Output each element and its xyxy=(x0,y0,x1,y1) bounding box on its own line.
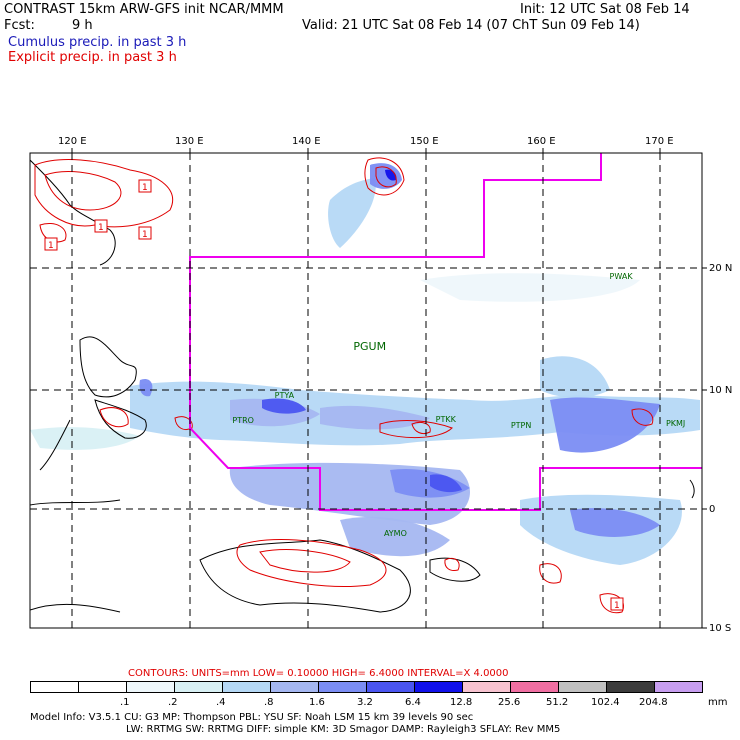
colorbar-tick-label: .8 xyxy=(264,697,274,708)
colorbar-tick-label: 12.8 xyxy=(450,697,473,708)
colorbar-tick-label: .4 xyxy=(216,697,226,708)
station-label-pwak: PWAK xyxy=(609,272,633,282)
colorbar-swatch xyxy=(606,681,655,693)
forecast-label: Fcst: xyxy=(4,18,35,33)
colorbar-swatch xyxy=(414,681,463,693)
colorbar-swatch xyxy=(174,681,223,693)
colorbar-swatch xyxy=(318,681,367,693)
colorbar-swatch xyxy=(222,681,271,693)
lon-label-160: 160 E xyxy=(527,136,556,147)
lat-label-20n: 20 N xyxy=(709,263,733,274)
colorbar-swatch xyxy=(462,681,511,693)
grid-lines xyxy=(30,153,702,628)
colorbar-tick-label: 6.4 xyxy=(405,697,421,708)
contour-info: CONTOURS: UNITS=mm LOW= 0.10000 HIGH= 6.… xyxy=(128,668,509,679)
station-label-ptro: PTRO xyxy=(232,415,254,425)
station-label-aymo: AYMO xyxy=(383,529,407,539)
fir-boundary xyxy=(189,153,702,511)
model-info-line2: LW: RRTMG SW: RRTMG DIFF: simple KM: 3D … xyxy=(126,724,561,735)
colorbar-swatch xyxy=(510,681,559,693)
coastlines xyxy=(30,159,695,613)
contour-label-boxes: 1 1 1 1 1 xyxy=(44,179,624,611)
colorbar-swatch xyxy=(78,681,127,693)
colorbar-tick-label: 1.6 xyxy=(309,697,325,708)
lat-label-10s: 10 S xyxy=(709,623,732,634)
contour-box-label: 1 xyxy=(98,223,104,233)
colorbar-tick-label: .1 xyxy=(120,697,130,708)
map-title: CONTRAST 15km ARW-GFS init NCAR/MMM xyxy=(4,2,284,17)
colorbar-swatch xyxy=(30,681,79,693)
lon-label-130: 130 E xyxy=(175,136,204,147)
legend-explicit: Explicit precip. in past 3 h xyxy=(8,50,177,65)
lat-label-10n: 10 N xyxy=(709,385,733,396)
colorbar-swatch xyxy=(126,681,175,693)
station-label-pkmj: PKMJ xyxy=(665,419,686,429)
lon-label-170: 170 E xyxy=(645,136,674,147)
contour-box-label: 1 xyxy=(142,230,148,240)
station-label-ptya: PTYA xyxy=(274,390,295,400)
colorbar-tick-label: 204.8 xyxy=(639,697,668,708)
lon-label-150: 150 E xyxy=(410,136,439,147)
forecast-hour: 9 h xyxy=(72,18,93,33)
colorbar-swatch xyxy=(654,681,703,693)
colorbar-tick-label: 102.4 xyxy=(591,697,620,708)
station-label-ptpn: PTPN xyxy=(510,420,532,430)
colorbar-tick-label: 25.6 xyxy=(498,697,521,708)
contour-box-label: 1 xyxy=(614,601,620,611)
lat-label-0: 0 xyxy=(709,504,716,515)
explicit-precip-contours xyxy=(34,157,654,614)
colorbar-swatch xyxy=(366,681,415,693)
station-label-pgum: PGUM xyxy=(353,340,387,354)
cumulus-precip-shading xyxy=(30,163,700,565)
colorbar-tick-label: .2 xyxy=(168,697,178,708)
lon-label-120: 120 E xyxy=(58,136,87,147)
colorbar-unit: mm xyxy=(708,697,728,708)
legend-cumulus: Cumulus precip. in past 3 h xyxy=(8,35,187,50)
lon-label-140: 140 E xyxy=(292,136,321,147)
colorbar-swatch xyxy=(558,681,607,693)
colorbar-tick-label: 51.2 xyxy=(546,697,569,708)
model-info-line1: Model Info: V3.5.1 CU: G3 MP: Thompson P… xyxy=(30,712,474,723)
colorbar-swatch xyxy=(270,681,319,693)
init-time: Init: 12 UTC Sat 08 Feb 14 xyxy=(520,2,690,17)
colorbar-tick-label: 3.2 xyxy=(357,697,373,708)
station-label-ptkk: PTKK xyxy=(435,414,456,424)
valid-time: Valid: 21 UTC Sat 08 Feb 14 (07 ChT Sun … xyxy=(302,18,640,33)
contour-box-label: 1 xyxy=(142,183,148,193)
contour-box-label: 1 xyxy=(48,241,54,251)
